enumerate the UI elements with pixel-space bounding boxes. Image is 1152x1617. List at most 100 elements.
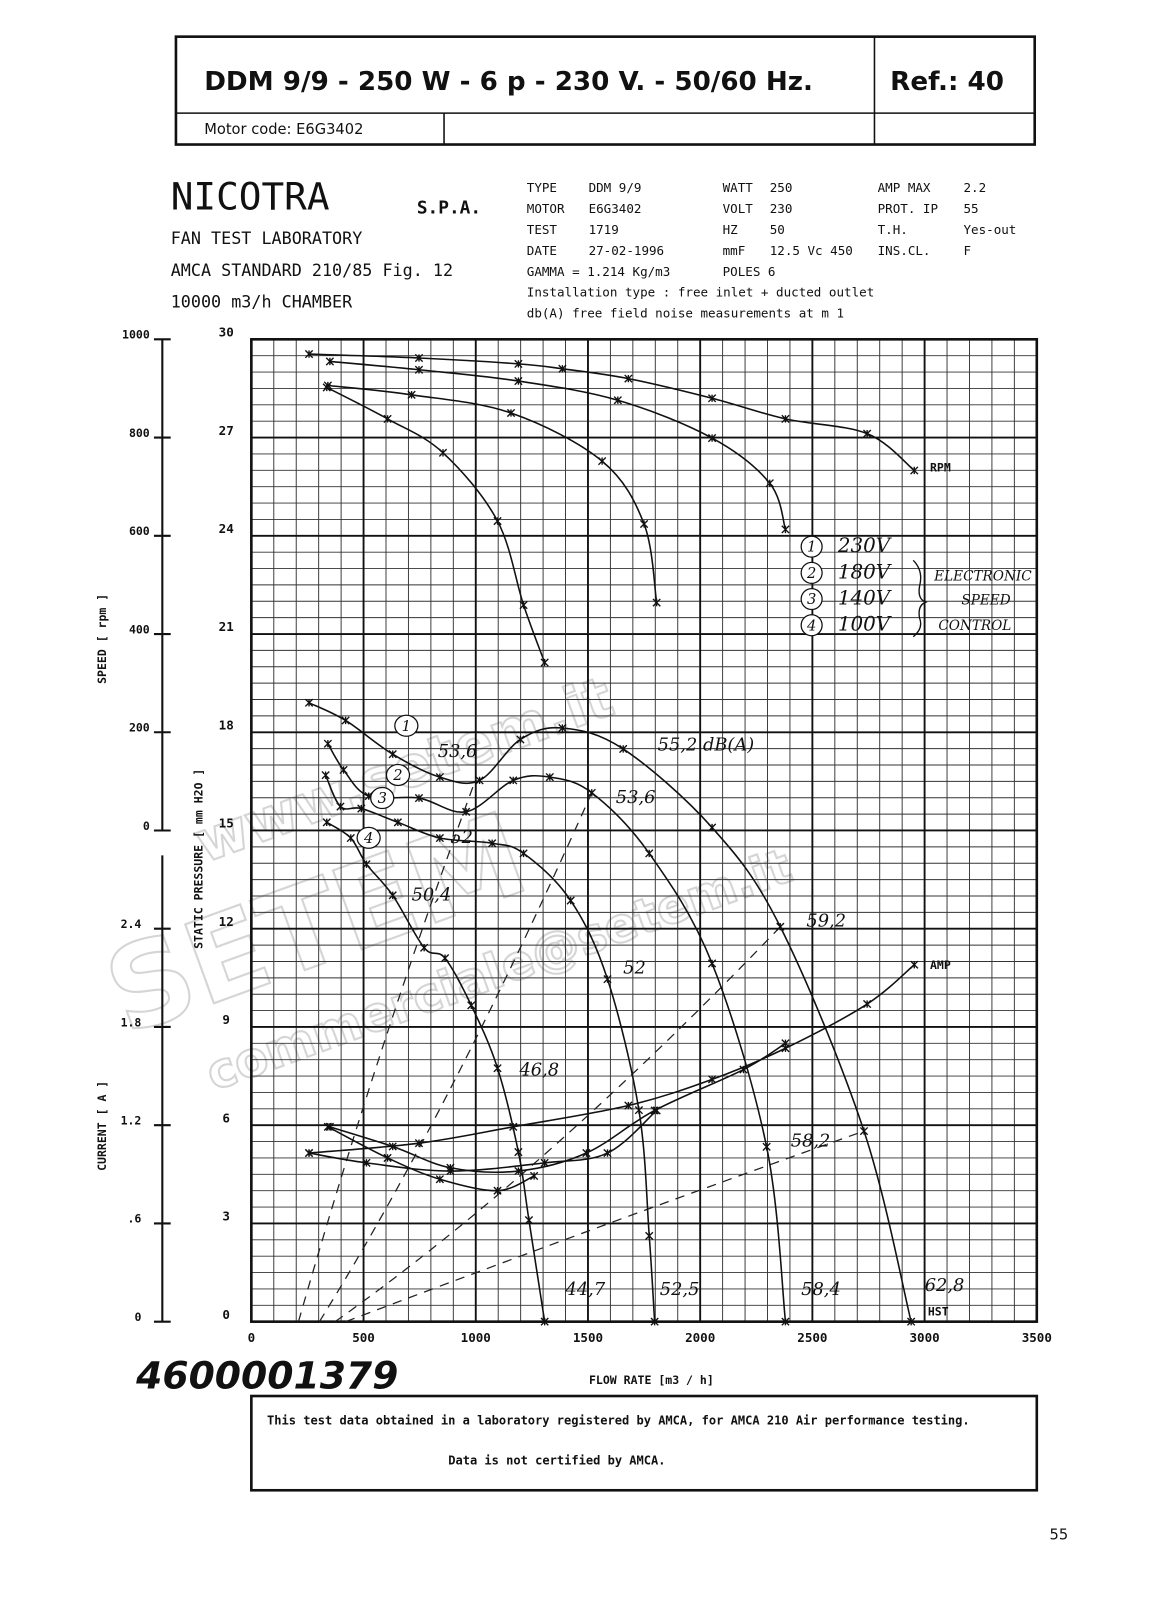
data-point xyxy=(487,839,497,848)
curve-number-circle xyxy=(385,763,411,787)
y3-tick-label: 1.8 xyxy=(121,1015,142,1029)
lab-name: NICOTRA xyxy=(171,174,330,218)
data-point xyxy=(639,519,649,529)
y-axis-label: STATIC PRESSURE [ mm H2O ] xyxy=(191,769,205,949)
lab-suffix: S.P.A. xyxy=(417,197,481,218)
y3-tick-label: 2.4 xyxy=(121,917,142,931)
x-tick-label: 3500 xyxy=(1022,1330,1052,1345)
y2-axis-label: SPEED [ rpm ] xyxy=(95,594,109,684)
curve xyxy=(308,702,912,1322)
data-point xyxy=(336,802,345,811)
data-point xyxy=(393,818,403,827)
data-point xyxy=(524,1216,534,1225)
x-tick-label: 1500 xyxy=(573,1330,603,1345)
curve xyxy=(329,360,787,530)
spec-cell: 27-02-1996 xyxy=(589,243,665,258)
data-point xyxy=(603,975,612,984)
data-point xyxy=(781,1317,790,1326)
spec-cell: 230 xyxy=(770,201,793,216)
spec-cell: T.H. xyxy=(878,222,908,237)
data-point xyxy=(603,1148,612,1158)
data-point xyxy=(624,1101,633,1110)
data-point xyxy=(652,598,661,607)
y2-tick-label: 400 xyxy=(129,622,150,636)
annotation: 62,8 xyxy=(925,1275,965,1296)
y-tick-label: 9 xyxy=(222,1012,230,1027)
data-point xyxy=(587,788,596,797)
y-tick-label: 21 xyxy=(219,619,234,634)
annotation: AMP xyxy=(930,958,951,972)
data-point xyxy=(383,414,392,424)
data-point xyxy=(323,1122,333,1131)
data-point xyxy=(910,960,919,969)
data-point xyxy=(321,771,330,780)
annotation: 52 xyxy=(623,958,646,979)
data-point xyxy=(322,818,331,827)
y3-tick-label: 0 xyxy=(134,1310,141,1324)
legend-bracket xyxy=(912,559,928,638)
curve-number: 2 xyxy=(392,767,402,784)
legend-label: 100V xyxy=(838,613,893,636)
lab-line: 10000 m3/h CHAMBER xyxy=(171,292,353,312)
y-tick-label: 12 xyxy=(219,914,234,929)
data-point xyxy=(414,353,424,363)
data-point xyxy=(707,823,717,832)
curve-number-circle xyxy=(356,826,381,849)
spec-cell: AMP MAX xyxy=(878,180,931,195)
curve xyxy=(327,384,658,603)
legend-number: 1 xyxy=(807,539,816,556)
x-tick-label: 3000 xyxy=(909,1330,939,1345)
notice-box xyxy=(250,1394,1039,1492)
data-point xyxy=(346,833,355,843)
curve xyxy=(308,1109,658,1172)
data-point xyxy=(597,456,607,466)
data-point xyxy=(446,1166,455,1176)
data-point xyxy=(776,922,785,931)
data-point xyxy=(388,891,397,900)
data-point xyxy=(493,1064,502,1073)
data-point xyxy=(339,765,348,775)
page-number: 55 xyxy=(1050,1526,1069,1543)
spec-cell: POLES 6 xyxy=(723,264,776,279)
data-point xyxy=(514,376,523,386)
x-axis-label: FLOW RATE [m3 / h] xyxy=(589,1373,714,1387)
data-point xyxy=(540,1158,549,1168)
legend-note: ELECTRONIC xyxy=(933,569,1032,585)
spec-cell: 50 xyxy=(770,222,785,237)
data-point xyxy=(781,1039,790,1048)
y-tick-label: 18 xyxy=(219,717,234,732)
system-curve xyxy=(297,776,478,1322)
spec-table: TYPE DDM 9/9 WATT 250 AMP MAX 2.2 MOTOR E6G3402… xyxy=(527,180,1017,321)
spec-cell: PROT. IP xyxy=(878,201,938,216)
spec-cell: 12.5 Vc 450 xyxy=(770,243,853,258)
data-point xyxy=(362,1158,371,1168)
y-tick-label: 0 xyxy=(222,1307,230,1322)
data-point xyxy=(707,433,717,443)
data-point xyxy=(493,516,502,526)
data-point xyxy=(624,374,633,383)
data-point xyxy=(519,849,528,858)
y2-tick-label: 0 xyxy=(143,819,150,833)
y2-tick-label: 600 xyxy=(129,524,150,538)
data-point xyxy=(862,999,872,1009)
motor-code: Motor code: E6G3402 xyxy=(204,121,363,138)
x-tick-label: 500 xyxy=(352,1330,375,1345)
notice-line: Data is not certified by AMCA. xyxy=(448,1453,665,1467)
y3-tick-label: .6 xyxy=(128,1212,142,1226)
legend-number: 2 xyxy=(806,565,816,582)
data-point xyxy=(341,716,350,725)
y-tick-label: 30 xyxy=(219,325,234,340)
data-point xyxy=(388,1142,397,1151)
legend-label: 180V xyxy=(838,560,893,583)
y3-tick-label: 1.2 xyxy=(121,1114,142,1128)
legend-circle xyxy=(800,561,823,584)
annotation: 55,2 dB(A) xyxy=(658,735,755,756)
spec-cell: VOLT xyxy=(723,201,754,216)
data-point xyxy=(707,394,717,403)
curve xyxy=(329,1042,786,1173)
annotation: 52 xyxy=(450,827,473,848)
data-point xyxy=(650,1317,659,1326)
data-point xyxy=(707,959,717,968)
legend-label: 140V xyxy=(838,587,893,610)
spec-cell: TYPE xyxy=(527,180,557,195)
